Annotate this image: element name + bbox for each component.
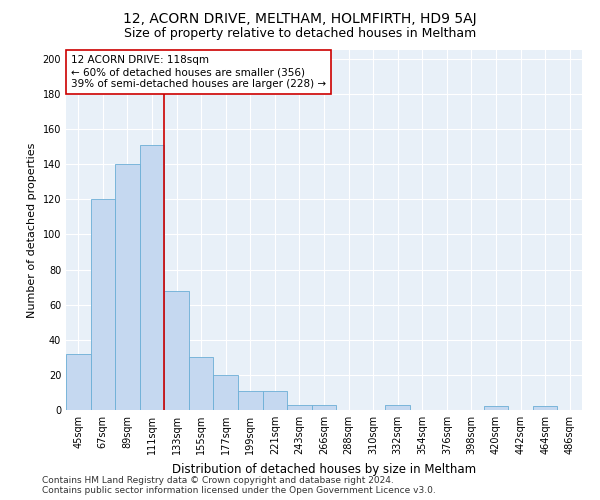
Bar [385, 404, 410, 410]
Text: 12, ACORN DRIVE, MELTHAM, HOLMFIRTH, HD9 5AJ: 12, ACORN DRIVE, MELTHAM, HOLMFIRTH, HD9… [123, 12, 477, 26]
Text: Contains HM Land Registry data © Crown copyright and database right 2024.
Contai: Contains HM Land Registry data © Crown c… [42, 476, 436, 495]
Bar [66, 354, 91, 410]
Bar [189, 358, 214, 410]
Bar [91, 200, 115, 410]
Bar [164, 290, 189, 410]
Bar [115, 164, 140, 410]
Bar [312, 404, 336, 410]
Bar [287, 404, 312, 410]
Bar [263, 390, 287, 410]
Bar [484, 406, 508, 410]
Text: Size of property relative to detached houses in Meltham: Size of property relative to detached ho… [124, 28, 476, 40]
X-axis label: Distribution of detached houses by size in Meltham: Distribution of detached houses by size … [172, 462, 476, 475]
Bar [140, 145, 164, 410]
Bar [238, 390, 263, 410]
Bar [214, 375, 238, 410]
Y-axis label: Number of detached properties: Number of detached properties [27, 142, 37, 318]
Bar [533, 406, 557, 410]
Text: 12 ACORN DRIVE: 118sqm
← 60% of detached houses are smaller (356)
39% of semi-de: 12 ACORN DRIVE: 118sqm ← 60% of detached… [71, 56, 326, 88]
